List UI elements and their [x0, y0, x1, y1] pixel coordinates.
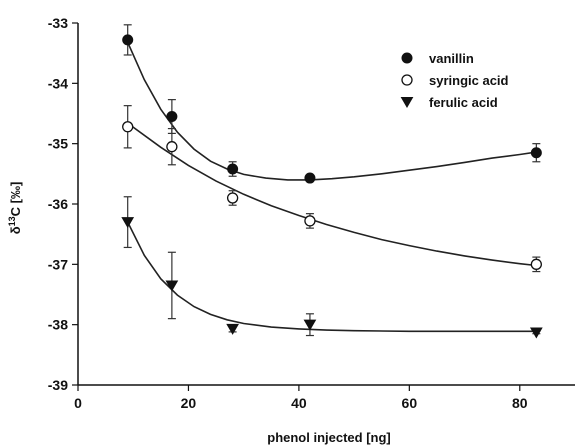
y-tick-label: -38	[48, 317, 68, 333]
legend-marker	[401, 52, 413, 64]
data-point	[530, 258, 542, 270]
x-tick-label: 40	[291, 395, 307, 411]
x-tick-label: 80	[512, 395, 528, 411]
tick-labels: 0 20 40 60 80 -33 -34 -35 -36 -37 -38 -39	[48, 15, 528, 411]
legend-marker	[400, 97, 414, 108]
data-point	[166, 111, 178, 123]
x-tick-label: 0	[74, 395, 82, 411]
legend-marker	[401, 74, 413, 86]
data-point	[122, 34, 134, 46]
data-point	[530, 147, 542, 159]
legend-label: syringic acid	[429, 73, 509, 88]
x-tick-label: 20	[181, 395, 197, 411]
legend-label: ferulic acid	[429, 95, 498, 110]
axes	[72, 22, 575, 391]
y-axis-title-symbol: δ	[8, 226, 23, 234]
data-point	[121, 217, 135, 229]
y-axis-title: δ13C [‰]	[7, 182, 23, 235]
y-axis-title-rest: C [‰]	[8, 182, 23, 217]
y-axis-title-sup: 13	[7, 216, 17, 226]
error-bars	[123, 24, 541, 337]
data-point	[529, 327, 543, 339]
y-tick-label: -36	[48, 196, 68, 212]
y-tick-label: -35	[48, 136, 68, 152]
data-point	[122, 121, 134, 133]
data-point	[227, 163, 239, 175]
y-tick-label: -39	[48, 377, 68, 393]
data-point	[165, 280, 179, 292]
x-tick-label: 60	[402, 395, 418, 411]
fit-curve	[126, 221, 537, 333]
data-point	[303, 319, 317, 331]
y-tick-label: -37	[48, 256, 68, 272]
legend: vanillin syringic acid ferulic acid	[400, 51, 509, 110]
data-point	[304, 215, 316, 227]
data-point	[226, 323, 239, 335]
fit-curve	[126, 41, 537, 181]
fit-curve	[127, 122, 537, 267]
data-point	[226, 192, 239, 204]
data-point	[304, 172, 316, 184]
data-point	[166, 141, 178, 153]
fit-curves	[126, 41, 537, 333]
y-tick-label: -33	[48, 15, 68, 31]
x-axis-title: phenol injected [ng]	[267, 430, 391, 445]
legend-label: vanillin	[429, 51, 474, 66]
data-points	[121, 34, 543, 339]
y-tick-label: -34	[48, 75, 68, 91]
